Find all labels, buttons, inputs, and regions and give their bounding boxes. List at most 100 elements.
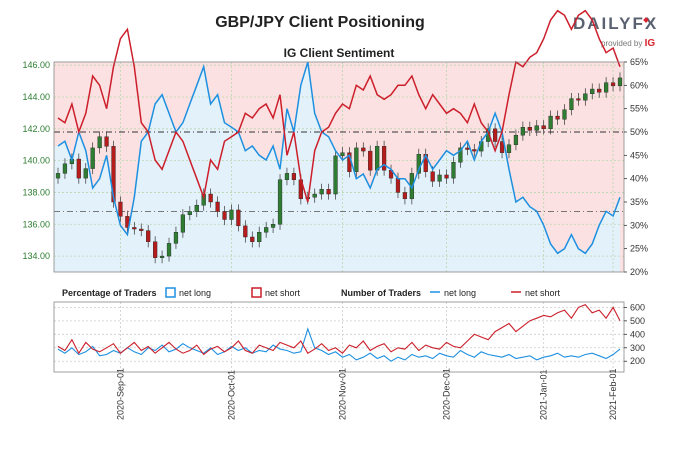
legend-pct-long-swatch — [165, 287, 176, 298]
candle-body — [312, 193, 317, 198]
candle-body — [326, 189, 331, 195]
candle-body — [194, 204, 199, 212]
candle-body — [402, 192, 408, 200]
traders-axis: 200 300 400 500 600 — [624, 302, 645, 366]
candle-body — [597, 88, 602, 93]
sentiment-tick-label: 55% — [630, 104, 648, 114]
candle-body — [166, 243, 172, 257]
ig-mark: IG — [644, 38, 656, 49]
candle-body — [444, 174, 449, 179]
candle-body — [333, 155, 338, 195]
candle-body — [215, 201, 220, 212]
traders-tick-label: 400 — [630, 329, 645, 339]
candle-body — [111, 146, 116, 203]
candle-body — [118, 201, 123, 217]
legend-num-label: Number of Traders — [341, 288, 421, 298]
legend-num-long: net long — [444, 288, 476, 298]
chart-subtitle: IG Client Sentiment — [283, 46, 395, 60]
candle-body — [465, 147, 470, 150]
candle-body — [499, 141, 505, 153]
candle-body — [562, 109, 567, 120]
candle-body — [90, 147, 95, 169]
candle-body — [569, 98, 574, 110]
candle-body — [55, 173, 61, 179]
candle-body — [159, 255, 165, 258]
price-tick-label: 144.00 — [22, 92, 50, 102]
price-tick-label: 138.00 — [22, 187, 50, 197]
price-tick-label: 146.00 — [22, 60, 50, 70]
candle-body — [173, 232, 179, 244]
logo-wordmark: DAILYFX — [573, 14, 659, 33]
candle-body — [229, 209, 234, 220]
candle-body — [132, 227, 137, 230]
candle-body — [361, 147, 366, 152]
price-tick-label: 136.00 — [22, 219, 50, 229]
candle-body — [208, 193, 213, 203]
price-tick-label: 134.00 — [22, 251, 50, 261]
traders-short-line — [57, 304, 621, 356]
candle-body — [617, 77, 623, 87]
candle-body — [319, 189, 324, 195]
sentiment-tick-label: 65% — [630, 57, 648, 67]
candle-body — [340, 152, 345, 157]
candle-body — [284, 173, 290, 180]
legend: Percentage of Traders net long net short… — [62, 287, 561, 298]
date-axis: 2020-Sep-01 2020-Oct-01 2020-Nov-01 2020-De… — [115, 368, 618, 420]
candle-body — [430, 171, 435, 182]
candle-body — [375, 146, 380, 171]
price-axis: 134.00 136.00 138.00 140.00 142.00 144.00 146.… — [22, 60, 50, 261]
candle-body — [153, 241, 158, 258]
date-tick-label: 2020-Oct-01 — [226, 370, 236, 420]
candle-body — [62, 163, 68, 174]
candle-body — [243, 225, 248, 238]
candle-body — [513, 134, 519, 145]
candle-body — [291, 173, 297, 180]
main-frame — [53, 61, 625, 273]
traders-tick-label: 500 — [630, 316, 645, 326]
sentiment-axis: 20% 25% 30% 35% 40% 45% 50% 55% 60% 65% — [624, 57, 648, 277]
bottom-grid — [54, 302, 624, 372]
net-long-pct-line — [57, 61, 621, 255]
logo-subline: provided by IG — [601, 38, 655, 49]
sentiment-tick-label: 60% — [630, 80, 648, 90]
candle-body — [492, 128, 498, 142]
date-tick-label: 2021-Feb-01 — [608, 368, 618, 420]
legend-pct-short-swatch — [251, 287, 262, 298]
dailyfx-logo: DAILYFX provided by IG — [573, 14, 673, 49]
candle-body — [187, 211, 192, 215]
candle-body — [76, 158, 81, 179]
price-tick-label: 142.00 — [22, 124, 50, 134]
candle-body — [368, 150, 373, 171]
traders-tick-label: 200 — [630, 356, 645, 366]
candle-body — [180, 214, 186, 233]
price-sentiment-panel: 134.00 136.00 138.00 140.00 142.00 144.00 146.… — [22, 9, 648, 277]
candle-body — [222, 211, 227, 220]
legend-pct-long: net long — [179, 288, 211, 298]
candle-body — [451, 162, 456, 179]
candle-body — [381, 146, 387, 171]
candle-body — [576, 98, 581, 101]
candle-body — [250, 236, 255, 242]
candle-body — [83, 168, 88, 179]
candle-body — [270, 224, 276, 228]
main-grid — [54, 62, 624, 272]
candle-body — [104, 136, 109, 147]
candle-body — [264, 227, 269, 233]
candle-body — [604, 82, 609, 93]
sentiment-tick-label: 25% — [630, 244, 648, 254]
candle-body — [257, 232, 262, 242]
candle-body — [236, 209, 241, 227]
date-tick-label: 2020-Dec-01 — [442, 368, 452, 420]
candle-body — [610, 82, 616, 87]
sentiment-tick-label: 40% — [630, 174, 648, 184]
candle-body — [520, 127, 525, 136]
legend-pct-label: Percentage of Traders — [62, 288, 157, 298]
traders-long-line — [57, 327, 621, 362]
candle-body — [527, 127, 532, 131]
candle-body — [472, 149, 477, 152]
candle-body — [583, 93, 588, 101]
traders-tick-label: 600 — [630, 302, 645, 312]
candle-body — [541, 125, 546, 130]
candle-body — [97, 136, 102, 149]
